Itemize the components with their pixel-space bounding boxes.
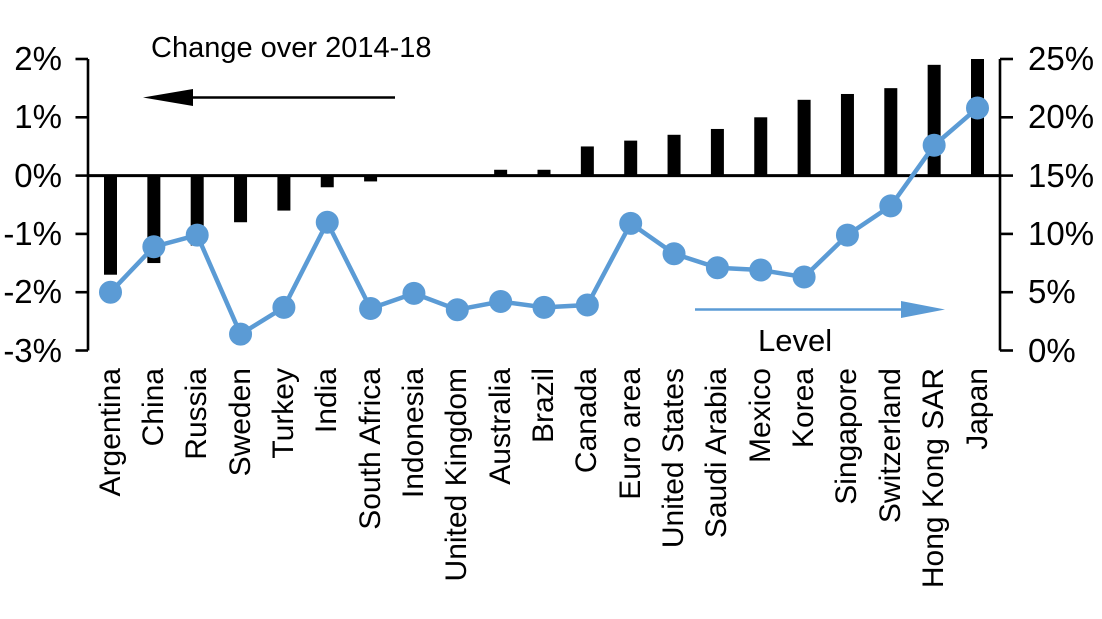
marker-south-africa: [359, 297, 383, 321]
category-label-indonesia: Indonesia: [396, 368, 430, 499]
category-label-south-africa: South Africa: [353, 368, 387, 530]
marker-euro-area: [619, 211, 643, 235]
left-axis-tick-label: -1%: [3, 214, 62, 252]
marker-mexico: [749, 258, 773, 282]
category-label-switzerland: Switzerland: [873, 368, 907, 524]
marker-hong-kong-sar: [922, 133, 946, 157]
category-label-argentina: Argentina: [93, 368, 127, 497]
level-line-series: [99, 96, 989, 346]
left-axis-tick-label: 2%: [14, 40, 62, 77]
marker-switzerland: [879, 194, 903, 218]
marker-korea: [792, 265, 816, 289]
category-label-turkey: Turkey: [266, 368, 300, 459]
category-label-india: India: [310, 368, 344, 434]
bar-saudi-arabia: [710, 128, 724, 176]
category-label-saudi-arabia: Saudi Arabia: [700, 368, 734, 539]
right-axis-tick-label: 25%: [1028, 40, 1095, 77]
right-arrow-icon: [695, 301, 945, 318]
category-label-united-states: United States: [657, 368, 691, 549]
left-axis-tick-label: 1%: [14, 98, 62, 136]
marker-india: [315, 210, 339, 234]
category-label-brazil: Brazil: [527, 368, 560, 444]
bar-euro-area: [624, 140, 638, 176]
bar-series-label: Change over 2014-18: [151, 32, 432, 64]
left-arrow-head: [143, 89, 193, 106]
bar-singapore: [840, 93, 854, 176]
category-label-korea: Korea: [787, 368, 821, 449]
category-label-russia: Russia: [180, 368, 214, 460]
axes: [75, 57, 1013, 352]
marker-united-states: [662, 242, 686, 266]
marker-saudi-arabia: [705, 256, 729, 280]
marker-australia: [489, 290, 513, 314]
category-label-euro-area: Euro area: [613, 368, 647, 500]
category-label-australia: Australia: [483, 368, 517, 485]
bar-switzerland: [884, 88, 898, 176]
bar-turkey: [277, 175, 291, 211]
right-axis-tick-label: 10%: [1028, 214, 1095, 252]
category-label-united-kingdom: United Kingdom: [440, 368, 474, 582]
marker-indonesia: [402, 281, 426, 305]
marker-canada: [575, 293, 599, 317]
marker-singapore: [835, 223, 859, 247]
left-axis-tick-label: -3%: [3, 331, 62, 369]
bar-brazil: [537, 169, 551, 176]
left-arrow-icon: [143, 89, 395, 106]
left-axis-tick-label: 0%: [14, 156, 62, 194]
marker-united-kingdom: [445, 298, 469, 322]
right-axis-tick-label: 15%: [1028, 156, 1095, 194]
right-axis-tick-label: 20%: [1028, 98, 1095, 136]
bar-south-africa: [364, 175, 378, 182]
right-axis-tick-label: 0%: [1028, 331, 1076, 369]
bar-korea: [797, 99, 811, 176]
marker-argentina: [99, 280, 122, 304]
marker-sweden: [229, 322, 253, 346]
marker-japan: [966, 96, 989, 120]
marker-brazil: [532, 295, 556, 319]
marker-turkey: [272, 295, 296, 319]
line-series-label: Level: [758, 323, 833, 358]
category-label-china: China: [136, 368, 170, 447]
bar-united-states: [667, 134, 681, 176]
right-axis-tick-label: 5%: [1028, 273, 1076, 311]
category-label-japan: Japan: [960, 368, 994, 450]
left-axis-tick-label: -2%: [3, 273, 62, 311]
category-label-singapore: Singapore: [830, 368, 864, 505]
category-label-mexico: Mexico: [743, 368, 777, 464]
bar-mexico: [754, 117, 768, 176]
bar-australia: [494, 169, 508, 176]
marker-china: [142, 235, 166, 259]
category-label-sweden: Sweden: [223, 368, 257, 477]
category-label-canada: Canada: [570, 368, 604, 474]
bar-argentina: [104, 175, 117, 275]
bar-canada: [580, 146, 594, 176]
right-arrow-head: [901, 301, 945, 318]
bar-india: [320, 175, 334, 188]
bar-hong-kong-sar: [927, 64, 941, 176]
marker-russia: [185, 223, 209, 247]
category-label-hong-kong-sar: Hong Kong SAR: [917, 368, 951, 589]
bar-sweden: [234, 175, 248, 223]
